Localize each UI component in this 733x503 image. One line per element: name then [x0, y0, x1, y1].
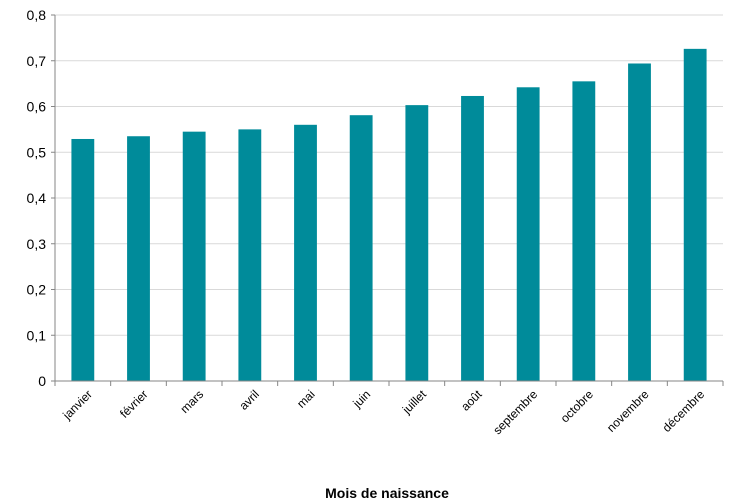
bar-août [461, 95, 484, 381]
x-tick-label: avril [236, 387, 261, 412]
x-tick-label: juillet [399, 387, 429, 417]
x-tick-label: juin [349, 387, 373, 411]
bar-février [127, 136, 150, 381]
bar-juin [349, 115, 373, 381]
bars [71, 48, 707, 382]
x-tick-label: février [117, 387, 150, 420]
y-tick-labels: 0 0,1 0,2 0,3 0,4 0,5 0,6 0,7 0,8 [27, 7, 55, 389]
bar-avril [238, 129, 262, 381]
y-tick-label: 0,2 [27, 282, 47, 298]
x-tick-label: septembre [490, 387, 540, 437]
bar-mai [294, 124, 317, 382]
bar-novembre [628, 63, 651, 382]
y-tick-label: 0,8 [27, 7, 47, 23]
x-tick-label: mai [294, 387, 318, 411]
y-tick-label: 0,4 [27, 190, 47, 206]
x-tick-label: mars [178, 387, 207, 416]
x-tick-label: octobre [558, 387, 596, 425]
bar-décembre [683, 48, 707, 381]
y-tick-label: 0 [38, 373, 46, 389]
bar-mars [182, 131, 206, 381]
y-tick-label: 0,7 [27, 53, 47, 69]
y-tick-label: 0,1 [27, 327, 47, 343]
bar-juillet [405, 105, 429, 381]
x-tick-label: décembre [660, 387, 708, 435]
bar-septembre [516, 87, 540, 381]
x-tick-labels: janvier février mars avril mai juin juillet aoû… [54, 381, 724, 437]
bar-octobre [572, 81, 596, 382]
x-tick-label: janvier [59, 387, 95, 423]
y-tick-label: 0,5 [27, 144, 47, 160]
bar-janvier [71, 138, 95, 381]
x-axis-title: Mois de naissance [325, 485, 449, 501]
y-tick-label: 0,3 [27, 236, 47, 252]
x-tick-label: novembre [604, 387, 652, 435]
x-tick-label: août [458, 387, 485, 414]
y-tick-label: 0,6 [27, 99, 47, 115]
gridlines [55, 14, 723, 336]
